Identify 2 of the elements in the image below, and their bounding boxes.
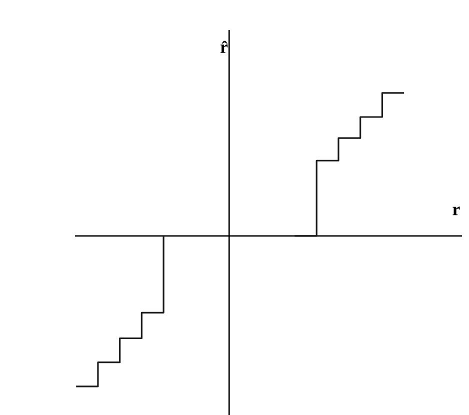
x-axis-title: r — [452, 206, 460, 216]
y-axis-title: r̂ — [220, 40, 228, 53]
